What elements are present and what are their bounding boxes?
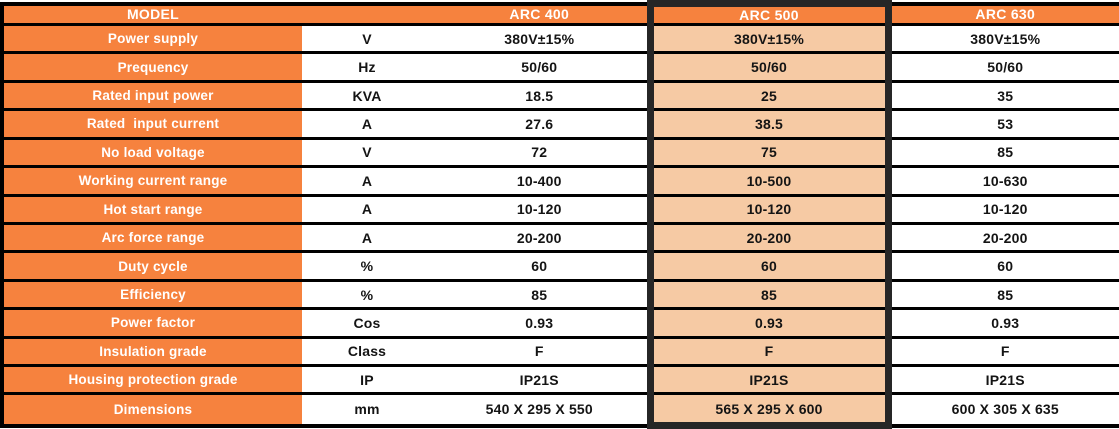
value-cell-arc500: F — [646, 335, 892, 368]
row-label-cell: Hot start range — [2, 193, 302, 225]
table-row: Arc force range A 20-200 20-200 20-200 — [2, 221, 1119, 254]
value-cell-arc500: 565 X 295 X 600 — [646, 392, 892, 429]
table-row: Rated input current A 27.6 38.5 53 — [2, 108, 1119, 140]
value-cell-arc500: 10-500 — [646, 165, 892, 197]
table-row: Hot start range A 10-120 10-120 10-120 — [2, 193, 1119, 225]
table-row: Dimensions mm 540 X 295 X 550 565 X 295 … — [2, 392, 1119, 429]
table-row: Power supply V 380V±15% 380V±15% 380V±15… — [2, 22, 1119, 55]
value-cell-arc400: 540 X 295 X 550 — [432, 392, 650, 427]
unit-cell: mm — [302, 392, 432, 427]
value-cell-arc400: IP21S — [432, 364, 650, 396]
table-row: Power factor Cos 0.93 0.93 0.93 — [2, 307, 1119, 339]
column-header-model: MODEL — [2, 2, 302, 26]
column-header-arc-400: ARC 400 — [432, 2, 650, 26]
row-label-cell: Rated input current — [2, 108, 302, 140]
value-cell-arc400: 72 — [432, 136, 650, 169]
table-row: Prequency Hz 50/60 50/60 50/60 — [2, 51, 1119, 83]
row-label-cell: Working current range — [2, 165, 302, 197]
row-label-cell: Housing protection grade — [2, 364, 302, 396]
value-cell-arc400: F — [432, 335, 650, 368]
value-cell-arc630: 20-200 — [888, 221, 1119, 254]
row-label-cell: Efficiency — [2, 278, 302, 311]
value-cell-arc400: 0.93 — [432, 307, 650, 339]
value-cell-arc630: 85 — [888, 136, 1119, 169]
value-cell-arc500: IP21S — [646, 364, 892, 396]
value-cell-arc630: F — [888, 335, 1119, 368]
row-label-cell: Insulation grade — [2, 335, 302, 368]
value-cell-arc500: 0.93 — [646, 307, 892, 339]
value-cell-arc630: 10-630 — [888, 165, 1119, 197]
value-cell-arc400: 10-400 — [432, 165, 650, 197]
table-row: Efficiency % 85 85 85 — [2, 278, 1119, 311]
value-cell-arc500: 20-200 — [646, 221, 892, 254]
unit-cell: A — [302, 193, 432, 225]
value-cell-arc400: 60 — [432, 250, 650, 282]
value-cell-arc400: 20-200 — [432, 221, 650, 254]
value-cell-arc630: 60 — [888, 250, 1119, 282]
value-cell-arc630: 10-120 — [888, 193, 1119, 225]
column-header-arc-500: ARC 500 — [646, 0, 892, 26]
table-row: No load voltage V 72 75 85 — [2, 136, 1119, 169]
value-cell-arc630: 50/60 — [888, 51, 1119, 83]
value-cell-arc400: 50/60 — [432, 51, 650, 83]
value-cell-arc630: IP21S — [888, 364, 1119, 396]
value-cell-arc400: 85 — [432, 278, 650, 311]
value-cell-arc500: 50/60 — [646, 51, 892, 83]
value-cell-arc500: 60 — [646, 250, 892, 282]
table-row: Working current range A 10-400 10-500 10… — [2, 165, 1119, 197]
header-row: MODEL ARC 400 ARC 500 ARC 630 — [2, 0, 1119, 26]
value-cell-arc400: 27.6 — [432, 108, 650, 140]
spec-table-body: Power supply V 380V±15% 380V±15% 380V±15… — [2, 22, 1119, 429]
value-cell-arc630: 380V±15% — [888, 22, 1119, 55]
value-cell-arc630: 600 X 305 X 635 — [888, 392, 1119, 427]
row-label-cell: Power supply — [2, 22, 302, 55]
row-label-cell: Prequency — [2, 51, 302, 83]
row-label-cell: Arc force range — [2, 221, 302, 254]
unit-cell: % — [302, 278, 432, 311]
value-cell-arc500: 380V±15% — [646, 22, 892, 55]
table-row: Duty cycle % 60 60 60 — [2, 250, 1119, 282]
value-cell-arc500: 25 — [646, 79, 892, 112]
unit-cell: IP — [302, 364, 432, 396]
unit-cell: % — [302, 250, 432, 282]
row-label-cell: Power factor — [2, 307, 302, 339]
value-cell-arc400: 380V±15% — [432, 22, 650, 55]
row-label-cell: Rated input power — [2, 79, 302, 112]
unit-cell: A — [302, 221, 432, 254]
value-cell-arc630: 35 — [888, 79, 1119, 112]
value-cell-arc500: 85 — [646, 278, 892, 311]
value-cell-arc630: 85 — [888, 278, 1119, 311]
value-cell-arc500: 38.5 — [646, 108, 892, 140]
row-label-cell: Dimensions — [2, 392, 302, 427]
row-label-cell: No load voltage — [2, 136, 302, 169]
table-row: Rated input power KVA 18.5 25 35 — [2, 79, 1119, 112]
value-cell-arc630: 0.93 — [888, 307, 1119, 339]
unit-cell: Hz — [302, 51, 432, 83]
value-cell-arc630: 53 — [888, 108, 1119, 140]
unit-cell: Cos — [302, 307, 432, 339]
column-header-unit — [302, 2, 432, 26]
row-label-cell: Duty cycle — [2, 250, 302, 282]
unit-cell: KVA — [302, 79, 432, 112]
unit-cell: Class — [302, 335, 432, 368]
table-row: Insulation grade Class F F F — [2, 335, 1119, 368]
unit-cell: A — [302, 165, 432, 197]
unit-cell: A — [302, 108, 432, 140]
column-header-arc-630: ARC 630 — [888, 2, 1119, 26]
value-cell-arc400: 18.5 — [432, 79, 650, 112]
table-row: Housing protection grade IP IP21S IP21S … — [2, 364, 1119, 396]
value-cell-arc400: 10-120 — [432, 193, 650, 225]
unit-cell: V — [302, 22, 432, 55]
value-cell-arc500: 75 — [646, 136, 892, 169]
value-cell-arc500: 10-120 — [646, 193, 892, 225]
unit-cell: V — [302, 136, 432, 169]
